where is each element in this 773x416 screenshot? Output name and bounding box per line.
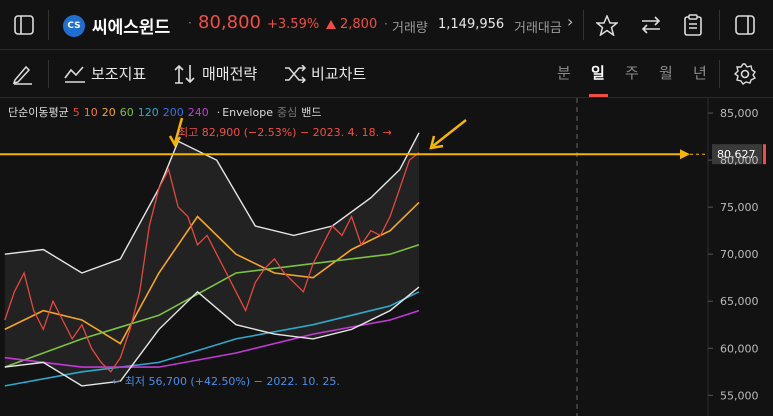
legend-title: 단순이동평균 [8,106,69,119]
stock-name[interactable]: 씨에스윈드 [92,18,171,38]
toolbar: 보조지표 매매전략 비교차트 분 일 주 월 년 [0,50,773,98]
current-price-marker [763,144,766,165]
chart: 80,627 55,000 60,000 65,000 70,000 75,000 80,… [0,98,773,416]
ma-legend-item: 20 [101,106,116,119]
price-line [4,152,420,373]
period-tab[interactable]: 분 [557,64,571,82]
current-price-box [712,144,762,165]
annotation-arrow [429,119,467,150]
compare-icon[interactable] [284,65,306,83]
active-underline [589,94,608,97]
annotation-arrow [168,117,184,148]
indicators-button[interactable]: 보조지표 [91,65,147,83]
scroll-arrow[interactable]: › [567,12,574,31]
moving-average-line [4,201,420,345]
indicator-legend: 단순이동평균 5 10 20 60 120 200 240 · Envelope 중심 밴드 [8,104,325,120]
change-pct: +3.59% [267,17,320,32]
separator: · [188,16,192,30]
up-arrow [326,20,336,29]
clipboard-icon[interactable] [684,14,702,36]
ma-legend-item: 60 [119,106,134,119]
ma-legend-item: 10 [83,106,98,119]
ma-legend-item: 5 [72,106,80,119]
panel-icon[interactable] [735,15,755,35]
moving-average-line [4,244,420,368]
menu-icon[interactable] [14,15,34,35]
ma-legend-item: 240 [187,106,209,119]
draw-icon[interactable] [12,63,34,85]
data-layer [4,132,420,387]
ma-legend: 5 10 20 60 120 200 240 [73,106,213,119]
swap-icon[interactable] [640,16,662,34]
y-tick-label: 55,000 [720,389,759,402]
high-annotation: 최고 82,900 (−2.53%) − 2023. 4. 18. → [178,126,392,139]
overlay-layer: 80,627 [0,144,766,165]
y-tick-label: 80,000 [720,154,759,167]
fade [562,10,582,40]
separator: · [216,106,221,119]
settings-icon[interactable] [734,63,756,85]
period-tab[interactable]: 일 [591,64,605,82]
symbol-badge: CS [63,15,85,37]
volume-label: 거래량 [392,21,428,36]
y-tick-label: 65,000 [720,295,759,308]
envelope-lower [4,286,420,387]
envelope-name: Envelope [222,106,273,119]
y-tick-label: 75,000 [720,201,759,214]
period-tab[interactable]: 월 [659,64,673,82]
envelope-upper [4,132,420,274]
grid-layer [708,112,713,396]
current-price-arrow [680,149,690,160]
top-bar: CS 씨에스윈드 · 80,800 +3.59% 2,800 · 거래량 1,1… [0,0,773,50]
ma-legend-item: 200 [162,106,184,119]
envelope-center: 중심 [276,106,298,119]
low-annotation: ← 최저 56,700 (+42.50%) − 2022. 10. 25. [112,375,340,388]
price: 80,800 [198,12,261,33]
y-tick-label: 60,000 [720,342,759,355]
y-tick-label: 85,000 [720,107,759,120]
period-tab[interactable]: 주 [625,64,639,82]
compare-button[interactable]: 비교차트 [311,65,367,83]
moving-average-line [4,291,420,387]
ma-legend-item: 120 [137,106,159,119]
period-tab[interactable]: 년 [693,64,707,82]
envelope-band: 밴드 [301,106,322,119]
y-tick-label: 70,000 [720,248,759,261]
separator: · [384,17,388,31]
volume: 1,149,956 [438,17,505,32]
moving-average-line [4,309,420,368]
strategy-button[interactable]: 매매전략 [202,65,258,83]
indicator-icon[interactable] [64,65,86,83]
strategy-icon[interactable] [174,64,196,84]
favorite-icon[interactable] [596,15,618,36]
current-price-label: 80,627 [717,148,756,161]
amount-label: 거래대금 [514,21,562,36]
change: 2,800 [340,17,378,32]
envelope-fill [4,132,420,386]
